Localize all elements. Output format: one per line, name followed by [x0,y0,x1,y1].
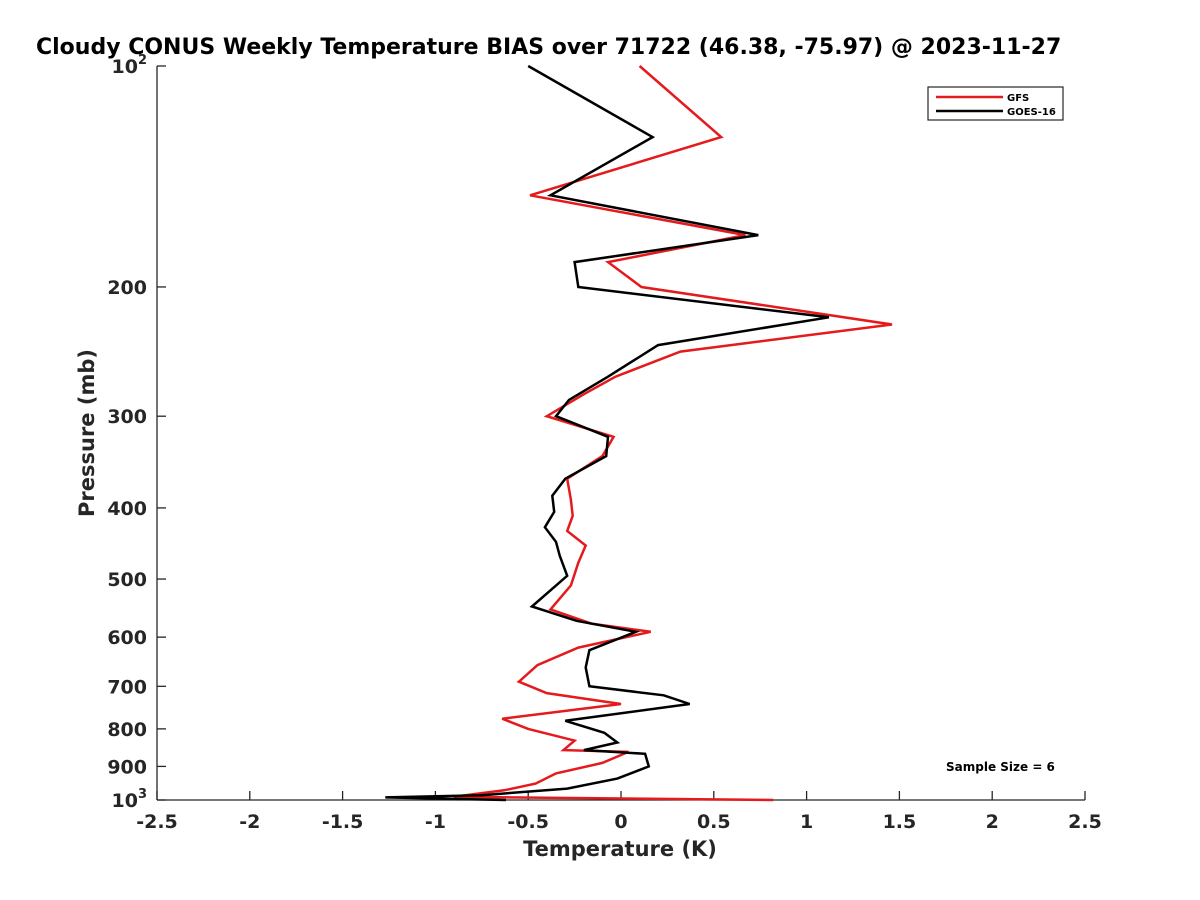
x-tick-label: 2 [986,811,999,833]
x-tick-label: -2.5 [136,811,178,833]
series-line-gfs [453,65,893,802]
y-tick-label: 300 [107,406,147,428]
sample-size-annotation: Sample Size = 6 [946,760,1055,774]
x-tick-label: -1 [425,811,446,833]
y-tick-label: 700 [107,676,147,698]
x-axis: -2.5 -2 -1.5 -1 -0.5 0 0.5 1 1.5 2 2.5 [136,791,1102,833]
legend-label-goes-16: GOES-16 [1007,107,1056,118]
y-tick-label: 600 [107,627,147,649]
y-tick-label: 102 [112,53,148,78]
y-tick-label: 400 [107,498,147,520]
legend-box [927,86,1064,121]
x-tick-label: 1 [800,811,813,833]
x-axis-label: Temperature (K) [523,837,717,861]
legend-label-gfs: GFS [1007,93,1029,104]
series-lines [385,64,893,802]
x-tick-label: -0.5 [507,811,549,833]
x-tick-label: -1.5 [322,811,364,833]
y-tick-label: 200 [107,277,147,299]
legend: GFS GOES-16 [927,86,1064,121]
x-tick-label: 2.5 [1068,811,1102,833]
x-tick-label: 0.5 [697,811,731,833]
series-line-goes-16 [385,64,830,802]
y-tick-label: 900 [107,756,147,778]
x-tick-label: 0 [614,811,627,833]
y-tick-label: 103 [112,787,148,812]
y-axis: 102 200 300 400 500 600 700 800 900 103 [107,53,166,812]
x-tick-label: -2 [239,811,260,833]
y-axis-label: Pressure (mb) [75,349,99,517]
chart-title: Cloudy CONUS Weekly Temperature BIAS ove… [36,35,1061,60]
y-tick-label: 800 [107,719,147,741]
y-tick-label: 500 [107,569,147,591]
x-tick-label: 1.5 [883,811,917,833]
